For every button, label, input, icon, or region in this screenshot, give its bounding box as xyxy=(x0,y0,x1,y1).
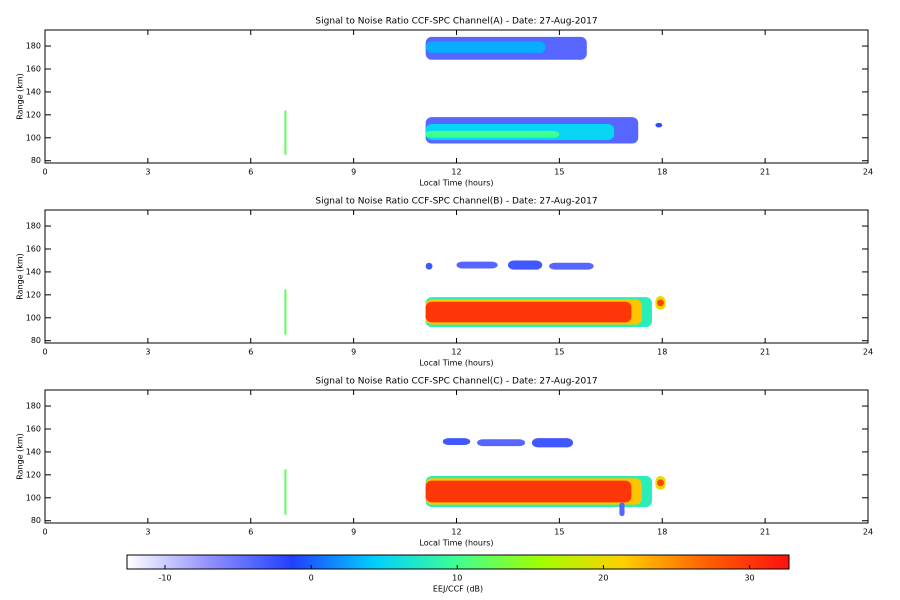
x-tick-label: 18 xyxy=(657,168,667,177)
heat-cell xyxy=(425,262,433,270)
y-axis-label: Range (km) xyxy=(16,433,25,480)
y-tick-label: 100 xyxy=(26,493,41,502)
y-tick-label: 80 xyxy=(31,336,41,345)
x-tick-label: 0 xyxy=(42,528,47,537)
x-tick-label: 9 xyxy=(351,528,356,537)
heat-cell xyxy=(425,480,632,503)
x-tick-label: 21 xyxy=(760,528,770,537)
y-axis-label: Range (km) xyxy=(16,253,25,300)
x-tick-label: 3 xyxy=(145,528,150,537)
heat-cell xyxy=(507,260,543,270)
x-tick-label: 15 xyxy=(554,168,564,177)
heat-cell xyxy=(531,438,574,448)
heat-cell xyxy=(284,289,287,335)
heat-cell xyxy=(425,41,546,53)
y-tick-label: 160 xyxy=(26,244,41,253)
x-tick-label: 3 xyxy=(145,348,150,357)
x-axis-label: Local Time (hours) xyxy=(419,359,493,368)
heat-cell xyxy=(657,479,664,487)
y-tick-label: 120 xyxy=(26,110,41,119)
y-tick-label: 140 xyxy=(26,267,41,276)
y-tick-label: 120 xyxy=(26,290,41,299)
x-tick-label: 9 xyxy=(351,348,356,357)
heat-cell xyxy=(284,469,287,515)
heat-cell xyxy=(549,262,594,270)
heat-cell xyxy=(657,299,664,307)
heat-cell xyxy=(456,261,498,269)
heat-cell xyxy=(284,110,287,155)
y-tick-label: 160 xyxy=(26,64,41,73)
colorbar xyxy=(126,554,790,570)
x-tick-label: 24 xyxy=(863,348,873,357)
x-tick-label: 6 xyxy=(248,348,253,357)
y-tick-label: 120 xyxy=(26,470,41,479)
heat-cell xyxy=(425,301,632,323)
heat-cell xyxy=(442,438,471,446)
y-tick-label: 180 xyxy=(26,42,41,51)
colorbar-tick-label: -10 xyxy=(158,574,171,583)
y-tick-label: 160 xyxy=(26,424,41,433)
colorbar-label: EEJ/CCF (dB) xyxy=(433,585,483,594)
x-tick-label: 3 xyxy=(145,168,150,177)
y-tick-label: 180 xyxy=(26,402,41,411)
y-tick-label: 80 xyxy=(31,156,41,165)
x-tick-label: 15 xyxy=(554,528,564,537)
x-tick-label: 21 xyxy=(760,168,770,177)
x-tick-label: 21 xyxy=(760,348,770,357)
heat-cell xyxy=(619,502,625,517)
x-tick-label: 9 xyxy=(351,168,356,177)
y-tick-label: 100 xyxy=(26,313,41,322)
y-tick-label: 100 xyxy=(26,133,41,142)
colorbar-tick-label: 10 xyxy=(452,574,462,583)
y-tick-label: 80 xyxy=(31,516,41,525)
x-tick-label: 12 xyxy=(451,528,461,537)
colorbar-tick-label: 0 xyxy=(309,574,314,583)
y-tick-label: 140 xyxy=(26,87,41,96)
chart-title: Signal to Noise Ratio CCF-SPC Channel(A)… xyxy=(315,17,597,27)
chart-title: Signal to Noise Ratio CCF-SPC Channel(B)… xyxy=(315,197,597,207)
x-tick-label: 12 xyxy=(451,168,461,177)
heat-cell xyxy=(655,122,663,128)
colorbar-tick-label: 20 xyxy=(598,574,608,583)
x-tick-label: 18 xyxy=(657,528,667,537)
x-tick-label: 24 xyxy=(863,528,873,537)
y-tick-label: 180 xyxy=(26,222,41,231)
y-axis-label: Range (km) xyxy=(16,73,25,120)
x-tick-label: 0 xyxy=(42,168,47,177)
x-axis-label: Local Time (hours) xyxy=(419,179,493,188)
x-tick-label: 24 xyxy=(863,168,873,177)
x-tick-label: 0 xyxy=(42,348,47,357)
heat-cell xyxy=(477,439,526,447)
chart-title: Signal to Noise Ratio CCF-SPC Channel(C)… xyxy=(315,377,597,387)
x-tick-label: 6 xyxy=(248,168,253,177)
y-tick-label: 140 xyxy=(26,447,41,456)
x-tick-label: 6 xyxy=(248,528,253,537)
heat-cell xyxy=(425,130,560,138)
x-axis-label: Local Time (hours) xyxy=(419,539,493,548)
x-tick-label: 18 xyxy=(657,348,667,357)
colorbar-tick-label: 30 xyxy=(744,574,754,583)
x-tick-label: 15 xyxy=(554,348,564,357)
x-tick-label: 12 xyxy=(451,348,461,357)
